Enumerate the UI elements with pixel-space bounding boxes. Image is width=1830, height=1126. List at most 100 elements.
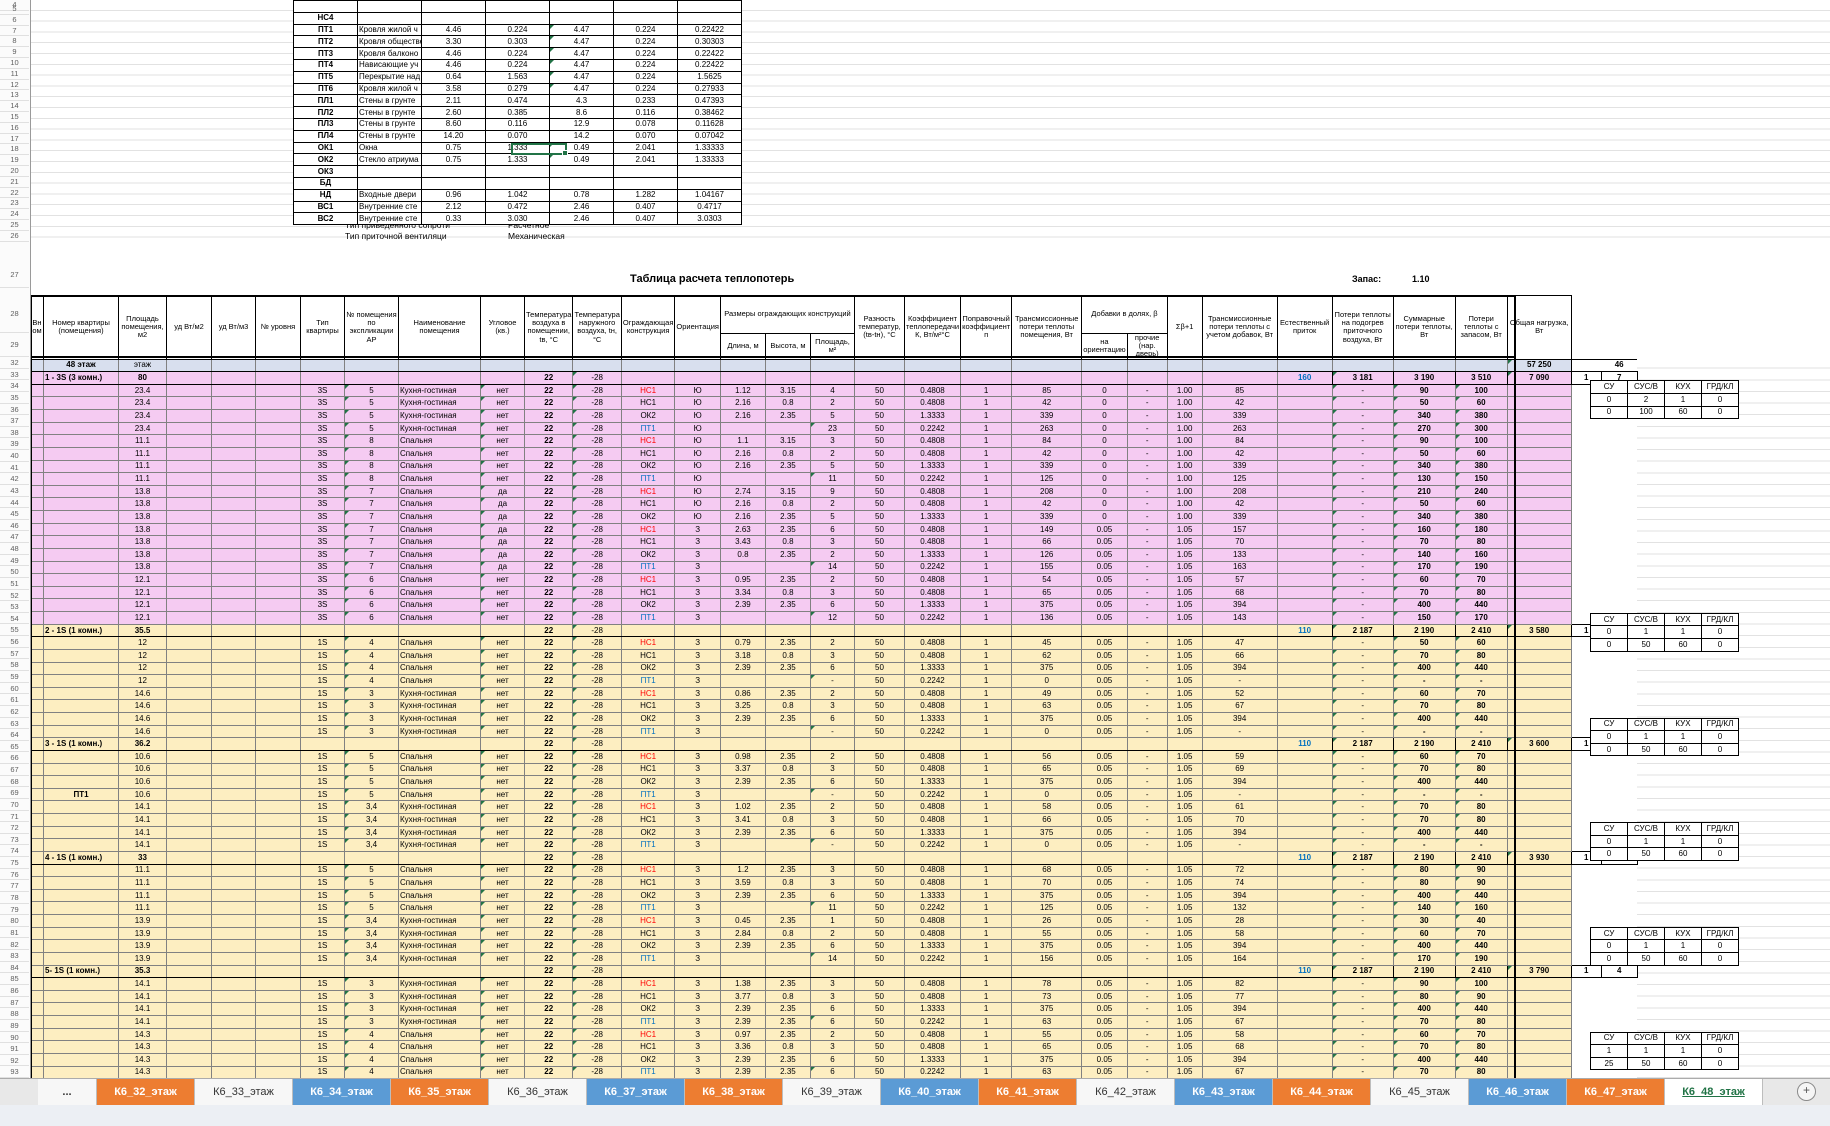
cell-orient[interactable]: Ю bbox=[674, 460, 721, 474]
cell-q[interactable]: 149 bbox=[1011, 523, 1083, 537]
cell-ud2[interactable] bbox=[166, 636, 212, 650]
cell-S[interactable] bbox=[810, 371, 855, 385]
cell-n[interactable]: 1 bbox=[960, 447, 1013, 461]
cell-c2[interactable] bbox=[1601, 485, 1638, 498]
cell-label[interactable] bbox=[43, 636, 119, 650]
cell-dt[interactable] bbox=[854, 623, 905, 638]
cell-tn[interactable]: -28 bbox=[572, 901, 622, 916]
cell-p2[interactable]: - bbox=[1127, 763, 1168, 777]
cell-inflow[interactable] bbox=[1277, 510, 1333, 524]
mini-cell[interactable]: 1 bbox=[1664, 392, 1702, 407]
cell-construction[interactable]: 2.46 bbox=[549, 200, 614, 214]
cell-qd[interactable]: 82 bbox=[1202, 977, 1278, 991]
cell-area[interactable]: 80 bbox=[118, 371, 167, 385]
cell-construction[interactable]: 0.116 bbox=[613, 106, 678, 119]
mini-cell[interactable]: 60 bbox=[1664, 847, 1702, 862]
cell-label[interactable] bbox=[43, 927, 119, 941]
cell-construction[interactable]: 0.75 bbox=[421, 153, 486, 167]
mini-cell[interactable]: 1 bbox=[1627, 730, 1665, 744]
cell-qd[interactable]: 42 bbox=[1202, 447, 1278, 461]
row-number[interactable]: 73 bbox=[0, 834, 29, 846]
cell-L[interactable] bbox=[720, 358, 766, 373]
cell-oc[interactable] bbox=[621, 964, 676, 979]
cell-p2[interactable]: - bbox=[1127, 485, 1168, 499]
cell-c1[interactable] bbox=[1571, 510, 1602, 524]
cell-height[interactable]: 0.8 bbox=[765, 535, 811, 549]
cell-orient[interactable]: З bbox=[674, 561, 721, 575]
cell-total[interactable]: 3 600 bbox=[1506, 737, 1572, 751]
cell-vent[interactable]: - bbox=[1332, 687, 1394, 701]
cell-oc[interactable]: НС1 bbox=[621, 636, 676, 650]
cell-name[interactable]: Спальня bbox=[398, 1040, 481, 1054]
cell-corner[interactable]: нет bbox=[480, 712, 525, 726]
cell-dt[interactable]: 50 bbox=[854, 1028, 905, 1042]
row-number[interactable]: 58 bbox=[0, 659, 29, 671]
cell-construction[interactable]: 0.11628 bbox=[677, 117, 742, 131]
cell-tv[interactable]: 22 bbox=[524, 1002, 574, 1017]
row-number[interactable]: 7 bbox=[0, 26, 29, 37]
cell-q[interactable]: 78 bbox=[1011, 977, 1083, 991]
mini-cell[interactable]: 0 bbox=[1701, 742, 1739, 757]
cell-vent[interactable]: - bbox=[1332, 396, 1394, 411]
cell-p2[interactable]: - bbox=[1127, 927, 1168, 941]
cell-p2[interactable]: - bbox=[1127, 750, 1168, 764]
cell-label[interactable] bbox=[43, 384, 119, 398]
cell-construction[interactable]: 0.224 bbox=[613, 82, 678, 96]
cell-label[interactable] bbox=[43, 712, 119, 726]
cell-sb[interactable]: 1.05 bbox=[1167, 636, 1203, 650]
cell-length[interactable]: 3.25 bbox=[720, 699, 766, 714]
cell-total[interactable]: 3 580 bbox=[1506, 623, 1572, 638]
cell-dt[interactable]: 50 bbox=[854, 763, 905, 777]
cell-ud2[interactable] bbox=[166, 358, 212, 373]
cell-sb[interactable]: 1.00 bbox=[1167, 434, 1203, 448]
cell-k[interactable]: 0.4808 bbox=[904, 687, 962, 701]
cell-corner[interactable]: нет bbox=[480, 434, 525, 448]
cell-oc[interactable]: НС1 bbox=[621, 990, 676, 1004]
cell-total[interactable] bbox=[1507, 384, 1572, 398]
cell-type[interactable]: 1S bbox=[300, 725, 345, 739]
cell-sb[interactable]: 1.05 bbox=[1167, 914, 1203, 928]
cell-sb[interactable]: 1.05 bbox=[1167, 699, 1203, 714]
cell-margin[interactable]: 70 bbox=[1455, 573, 1508, 587]
cell-vent[interactable]: - bbox=[1332, 763, 1394, 777]
cell-type[interactable]: 3S bbox=[300, 447, 345, 461]
cell-length[interactable]: 2.39 bbox=[720, 889, 766, 903]
cell-dt[interactable]: 50 bbox=[854, 914, 905, 928]
cell-kk[interactable] bbox=[904, 371, 962, 385]
cell-sum[interactable]: 170 bbox=[1393, 561, 1456, 575]
mini-cell[interactable]: 50 bbox=[1627, 1056, 1665, 1071]
cell-dt[interactable]: 50 bbox=[854, 1015, 905, 1029]
cell-ud2[interactable] bbox=[166, 699, 212, 714]
row-number[interactable]: 10 bbox=[0, 58, 29, 69]
cell-label[interactable] bbox=[43, 573, 119, 587]
cell-length[interactable]: 2.39 bbox=[720, 598, 766, 613]
cell-sb[interactable]: 1.05 bbox=[1167, 939, 1203, 953]
cell-q[interactable]: 155 bbox=[1011, 561, 1083, 575]
cell-construction[interactable]: 0.224 bbox=[613, 23, 678, 37]
cell-qd[interactable]: 339 bbox=[1202, 510, 1278, 524]
cell-ap[interactable] bbox=[344, 371, 399, 385]
cell-sum[interactable]: 70 bbox=[1393, 763, 1456, 777]
cell-inflow[interactable] bbox=[1277, 674, 1333, 688]
row-number[interactable]: 29 bbox=[0, 333, 29, 357]
cell-name[interactable]: Кухня-гостиная bbox=[398, 725, 481, 739]
cell-orient[interactable]: Ю bbox=[674, 447, 721, 461]
cell-sb[interactable]: 1.00 bbox=[1167, 485, 1203, 499]
cell-qd[interactable] bbox=[1202, 371, 1278, 385]
cell-ud3[interactable] bbox=[211, 813, 256, 827]
cell-type[interactable]: 1S bbox=[300, 699, 345, 714]
cell-p2[interactable] bbox=[1127, 737, 1168, 751]
cell-H[interactable] bbox=[765, 964, 811, 979]
cell-construction[interactable]: 0.27933 bbox=[677, 82, 742, 96]
row-number[interactable]: 42 bbox=[0, 473, 29, 485]
cell-type[interactable]: 1S bbox=[300, 712, 345, 726]
cell-inflow[interactable] bbox=[1277, 952, 1333, 966]
cell-qd[interactable]: 132 bbox=[1202, 901, 1278, 916]
cell[interactable] bbox=[357, 0, 422, 13]
cell-dt[interactable]: 50 bbox=[854, 497, 905, 512]
mini-cell[interactable]: 60 bbox=[1664, 638, 1702, 652]
cell-square[interactable]: 2 bbox=[810, 497, 855, 512]
cell-label[interactable] bbox=[43, 510, 119, 524]
cell-tv[interactable]: 22 bbox=[524, 611, 574, 625]
cell-p2[interactable]: - bbox=[1127, 725, 1168, 739]
